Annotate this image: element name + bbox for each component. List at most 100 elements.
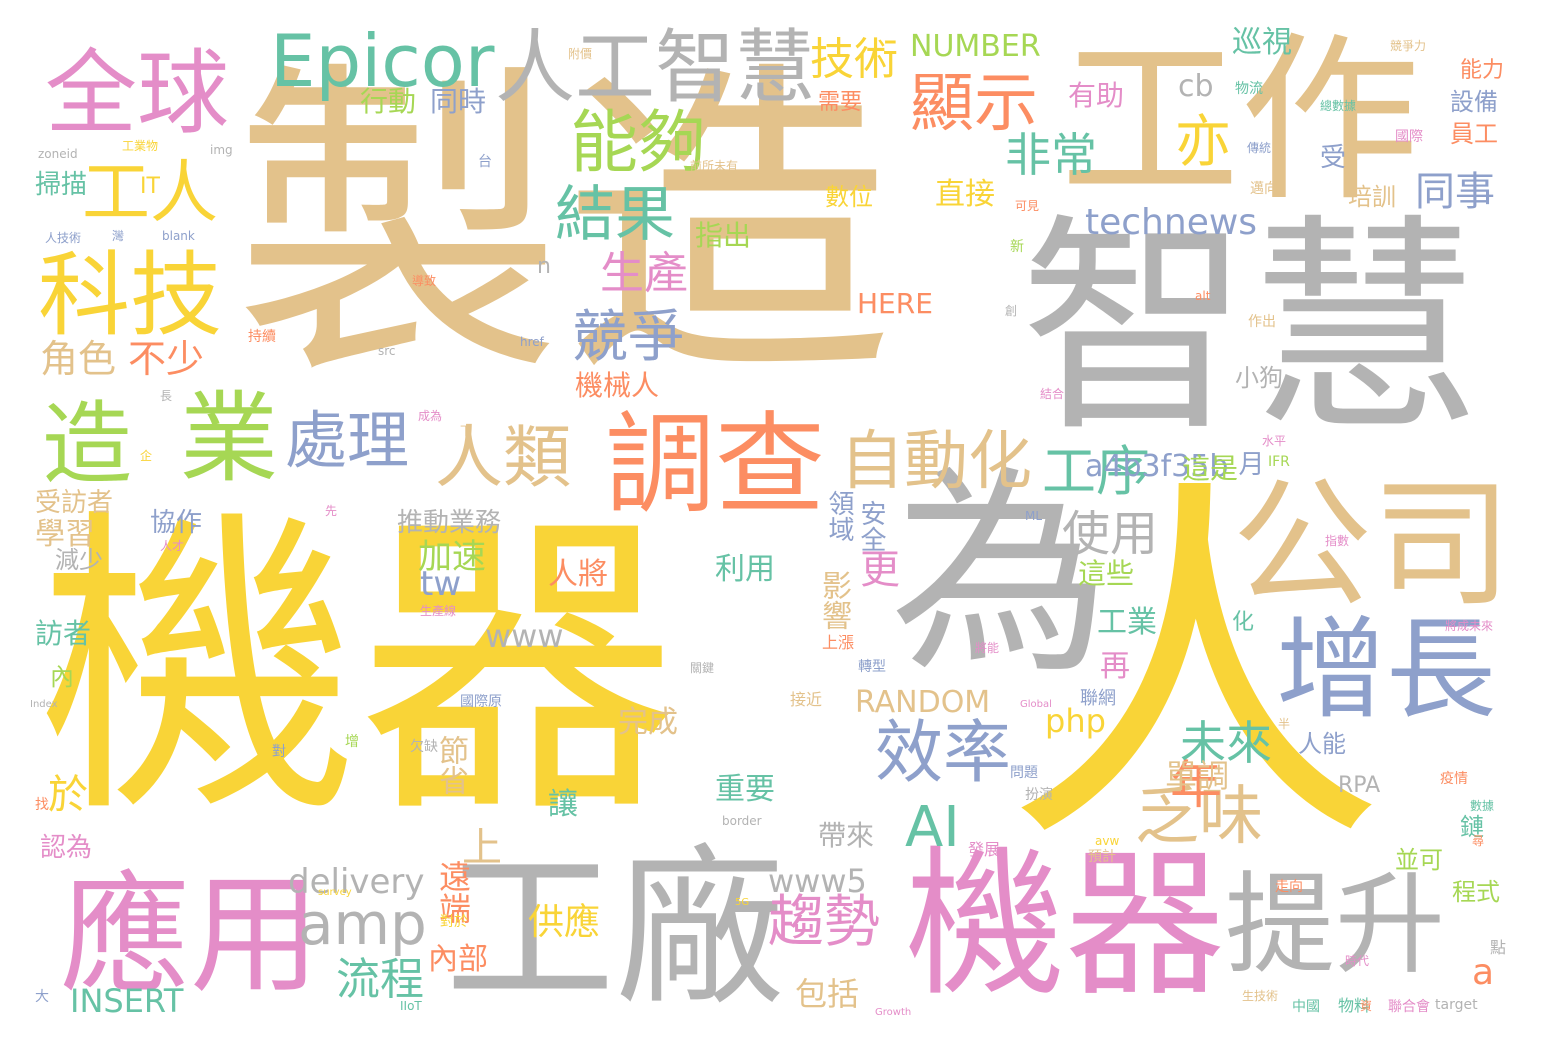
word: 走向 xyxy=(1275,879,1303,895)
word: 公司 xyxy=(1232,464,1513,627)
word: RANDOM xyxy=(855,685,991,720)
word: 數據 xyxy=(1470,799,1495,813)
word: 可見 xyxy=(1015,199,1040,213)
word: 完成 xyxy=(618,705,678,740)
word: 水平 xyxy=(1262,434,1287,448)
word: 非常 xyxy=(1005,128,1097,182)
word: 使用 xyxy=(1062,506,1159,562)
word: 自動化 xyxy=(840,425,1032,499)
word: 附價 xyxy=(568,47,593,61)
word: 受訪者 xyxy=(35,488,114,518)
word: 科技 xyxy=(38,242,223,349)
word: 扮演 xyxy=(1025,787,1053,803)
word: 競爭力 xyxy=(1390,39,1427,53)
word: IT xyxy=(140,174,160,199)
word: 增長 xyxy=(1276,606,1496,734)
word: 工作 xyxy=(1060,17,1421,226)
word: 上 xyxy=(462,825,502,871)
word: 將成未來 xyxy=(1445,619,1494,633)
word: 結果 xyxy=(555,180,675,250)
word: 顯示 xyxy=(910,67,1038,141)
word: 疫情 xyxy=(1440,771,1468,787)
word: 利用 xyxy=(715,552,775,587)
word: 長 xyxy=(160,389,173,403)
word: tw xyxy=(420,564,462,604)
word: 內 xyxy=(50,663,74,691)
word: 技術 xyxy=(810,34,898,85)
word: avw xyxy=(1095,834,1120,848)
word: 再 xyxy=(1100,649,1130,684)
word: IFR xyxy=(1268,454,1290,470)
word: 5G xyxy=(735,897,750,908)
word: 學習 xyxy=(35,517,95,552)
word: IIoT xyxy=(400,999,422,1013)
word: 效率 xyxy=(875,714,1012,793)
word: 將能 xyxy=(975,641,1000,655)
word: 生技術 xyxy=(1242,989,1279,1003)
word: 人類 xyxy=(435,419,572,498)
word: 處理 xyxy=(285,404,410,477)
word: 智慧 xyxy=(1020,196,1481,463)
word: 機器 xyxy=(905,831,1226,1018)
word: 機械人 xyxy=(575,369,660,402)
word: 推動業務 xyxy=(397,508,502,538)
word: 讓 xyxy=(548,787,578,822)
word: 安全 xyxy=(856,500,886,552)
word: 作出 xyxy=(1248,314,1276,330)
word: 問題 xyxy=(1010,765,1038,781)
word: 全球 xyxy=(45,40,230,147)
word: n xyxy=(537,254,551,279)
word: 對 xyxy=(272,744,286,760)
word: 上漲 xyxy=(822,633,855,652)
word: www xyxy=(485,617,564,655)
word: 調查 xyxy=(605,401,825,529)
word: 影響 xyxy=(816,570,851,630)
word: 先 xyxy=(325,504,338,518)
word: 協作 xyxy=(150,508,203,538)
word: zoneid xyxy=(38,147,78,161)
word: 工業 xyxy=(1097,605,1157,640)
word: Epicor xyxy=(270,19,495,103)
word: 內部 xyxy=(428,942,488,977)
word: alt xyxy=(1195,289,1211,303)
word: 發展 xyxy=(968,840,1001,859)
word: 能力 xyxy=(1460,58,1505,83)
word: 灣 xyxy=(112,229,125,243)
word: 物流 xyxy=(1235,81,1263,97)
word: 製造 xyxy=(233,35,893,419)
word: blank xyxy=(162,229,195,243)
word: 並可 xyxy=(1395,846,1443,874)
word: 接近 xyxy=(790,690,823,709)
word: 節省 xyxy=(433,735,468,795)
word: AI xyxy=(905,795,960,860)
word: 趨勢 xyxy=(768,890,880,955)
word: 減少 xyxy=(55,546,103,574)
word: 資 xyxy=(1360,999,1373,1013)
word: 重要 xyxy=(715,772,775,807)
word: 競爭 xyxy=(572,305,684,370)
word: 掃描 xyxy=(35,170,88,200)
word: 角色 xyxy=(40,337,117,381)
word: 增 xyxy=(345,734,359,750)
word: 設備 xyxy=(1450,88,1498,116)
word: cb xyxy=(1178,69,1214,104)
word: ML xyxy=(1025,509,1043,523)
word: 持續 xyxy=(248,329,276,345)
word: 培訓 xyxy=(1348,183,1396,211)
word: survey xyxy=(318,887,352,898)
word: Global xyxy=(1020,699,1052,710)
word: 工序 xyxy=(1042,440,1150,503)
word: href xyxy=(520,335,544,349)
word: 物料 xyxy=(1338,996,1371,1015)
word: technews xyxy=(1085,202,1258,243)
word: 能夠 xyxy=(570,104,707,183)
word: Growth xyxy=(875,1007,912,1018)
word: 人能 xyxy=(1298,730,1346,758)
word: 亦 xyxy=(1175,110,1231,175)
word: a xyxy=(1472,952,1495,993)
word: 工業物 xyxy=(122,139,159,153)
word: 指數 xyxy=(1325,534,1350,548)
word: 下 xyxy=(460,424,473,438)
word: 未來 xyxy=(1180,716,1272,770)
